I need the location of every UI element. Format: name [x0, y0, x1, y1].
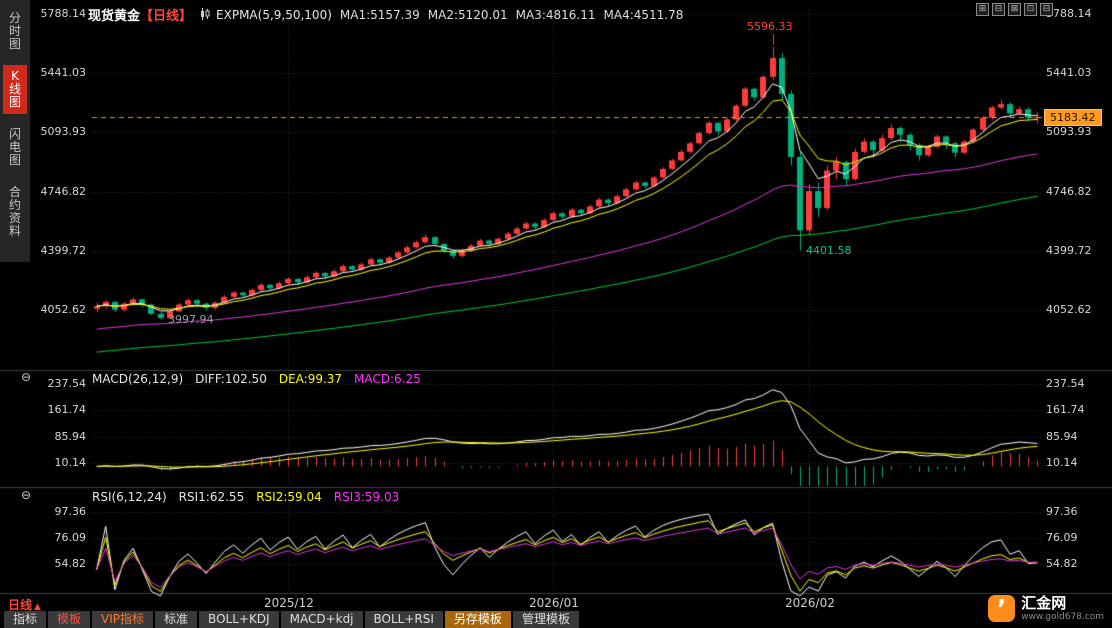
- tab-indicators[interactable]: 指标: [4, 611, 47, 628]
- expma-indicator-label: EXPMA(5,9,50,100): [216, 7, 332, 22]
- window-control-icon[interactable]: ⊡: [1024, 3, 1037, 16]
- ma1-value: MA1:5157.39: [339, 7, 420, 22]
- current-price-tag: 5183.42: [1044, 108, 1102, 126]
- rsi3-value: RSI3:59.03: [333, 490, 400, 504]
- left-sidebar: 分 时 图 K 线 图 闪 电 图 合 约 资 料: [0, 0, 30, 262]
- rsi-header: RSI(6,12,24) RSI1:62.55 RSI2:59.04 RSI3:…: [92, 490, 399, 504]
- chart-header: 现货黄金 【日线】 EXPMA(5,9,50,100) MA1:5157.39 …: [88, 5, 691, 25]
- date-label-dec: 2025/12: [264, 596, 314, 610]
- tab-standard[interactable]: 标准: [155, 611, 198, 628]
- logo-url: www.gold678.com: [1021, 612, 1104, 622]
- period-tag[interactable]: 【日线】: [140, 9, 193, 24]
- ma4-value: MA4:4511.78: [603, 7, 684, 22]
- logo-name: 汇金网: [1021, 594, 1067, 612]
- macd-header: MACD(26,12,9) DIFF:102.50 DEA:99.37 MACD…: [92, 372, 421, 386]
- tab-boll-kdj[interactable]: BOLL+KDJ: [199, 611, 279, 628]
- collapse-macd-icon[interactable]: ⊖: [21, 370, 32, 384]
- bottom-tab-bar: 指标 模板 VIP指标 标准 BOLL+KDJ MACD+kdj BOLL+RS…: [4, 611, 579, 628]
- window-control-icon[interactable]: ⊟: [1040, 3, 1053, 16]
- tab-boll-rsi[interactable]: BOLL+RSI: [364, 611, 443, 628]
- tab-templates[interactable]: 模板: [48, 611, 91, 628]
- window-controls: ⊞ ⊟ ⊠ ⊡ ⊟: [976, 3, 1053, 16]
- tab-macd-kdj[interactable]: MACD+kdj: [280, 611, 363, 628]
- rsi-params-label: RSI(6,12,24): [92, 490, 167, 504]
- sidebar-item-kline-chart[interactable]: K 线 图: [3, 65, 27, 114]
- sidebar-item-lightning-chart[interactable]: 闪 电 图: [8, 127, 21, 167]
- tab-vip-indicators[interactable]: VIP指标: [92, 611, 154, 628]
- collapse-rsi-icon[interactable]: ⊖: [21, 488, 32, 502]
- period-selector[interactable]: 日线 ▲: [8, 596, 41, 613]
- kline-icon: [199, 8, 211, 21]
- annotation-peak-price: 5596.33: [747, 20, 793, 33]
- annotation-early-low-price: 3997.94: [168, 313, 214, 326]
- macd-dea-value: DEA:99.37: [278, 372, 343, 386]
- site-logo: ’ 汇金网 www.gold678.com: [988, 595, 1104, 622]
- sidebar-item-contract-info[interactable]: 合 约 资 料: [8, 185, 21, 238]
- sidebar-item-time-chart[interactable]: 分 时 图: [8, 11, 21, 51]
- date-label-jan: 2026/01: [529, 596, 579, 610]
- macd-diff-value: DIFF:102.50: [195, 372, 267, 386]
- window-control-icon[interactable]: ⊟: [992, 3, 1005, 16]
- rsi2-value: RSI2:59.04: [256, 490, 322, 504]
- logo-icon: ’: [988, 595, 1016, 622]
- rsi1-value: RSI1:62.55: [178, 490, 245, 504]
- ma2-value: MA2:5120.01: [427, 7, 508, 22]
- tab-manage-templates[interactable]: 管理模板: [512, 611, 579, 628]
- symbol-name: 现货黄金: [88, 9, 141, 24]
- period-label: 日线: [8, 598, 33, 612]
- window-control-icon[interactable]: ⊠: [1008, 3, 1021, 16]
- dropdown-arrow-icon: ▲: [34, 602, 41, 612]
- tab-save-as-template[interactable]: 另存模板: [444, 611, 511, 628]
- date-label-feb: 2026/02: [785, 596, 835, 610]
- window-control-icon[interactable]: ⊞: [976, 3, 989, 16]
- logo-text: 汇金网 www.gold678.com: [1021, 594, 1104, 623]
- macd-params-label: MACD(26,12,9): [92, 372, 184, 386]
- annotation-trough-price: 4401.58: [806, 244, 852, 257]
- ma3-value: MA3:4816.11: [515, 7, 596, 22]
- macd-macd-value: MACD:6.25: [354, 372, 421, 386]
